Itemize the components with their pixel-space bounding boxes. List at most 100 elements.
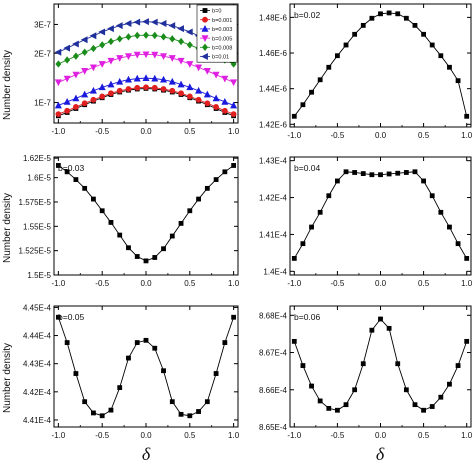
x-tick-label: 1.0	[228, 431, 240, 440]
data-point	[152, 345, 158, 351]
data-point	[54, 79, 62, 87]
data-point	[195, 64, 203, 72]
y-tick-label: 8.66E-4	[259, 386, 288, 395]
x-tick-label: 0.0	[140, 279, 152, 288]
data-point	[343, 169, 349, 175]
data-point	[63, 75, 71, 83]
legend-marker	[201, 25, 209, 32]
data-point	[124, 53, 132, 61]
legend: b=0 b=0.001 b=0.003 b=0.005 b=0.008 b=0.01	[196, 4, 238, 63]
data-point	[291, 338, 297, 344]
data-point	[169, 35, 176, 43]
legend-marker	[202, 43, 208, 51]
data-point	[309, 224, 314, 230]
panel-top-left: -1.0 -0.5 0.0 0.5 1.01E-72E-73E-7b=0b=0.001b…	[34, 3, 240, 136]
data-point	[421, 31, 426, 37]
data-point	[222, 340, 228, 345]
data-point	[81, 100, 88, 107]
y-tick-label: 1.42E-6	[259, 120, 288, 129]
data-point	[386, 10, 392, 16]
x-tick-label: 1.0	[228, 127, 240, 136]
data-point	[168, 22, 176, 30]
x-tick-label: -1.0	[51, 279, 65, 288]
data-point	[378, 316, 383, 322]
data-point	[300, 102, 306, 108]
series-line	[58, 165, 234, 262]
data-point	[143, 258, 149, 264]
data-point	[169, 87, 176, 94]
data-point	[177, 25, 184, 33]
y-tick-label: 1.525E-5	[19, 247, 52, 256]
data-point	[213, 104, 219, 110]
panel-middle-right: -1.0 -0.5 0.0 0.5 1.0 1.4E-4 1.41E-4 1.42E-4 1.4…	[259, 156, 473, 288]
data-point	[133, 51, 141, 59]
data-point	[125, 33, 132, 41]
data-point	[116, 55, 124, 62]
data-point	[186, 41, 193, 49]
legend-marker	[202, 8, 208, 13]
x-tick-label: 0.0	[140, 127, 152, 136]
data-point	[54, 48, 62, 56]
y-tick-label: 1E-7	[34, 99, 51, 108]
data-point	[99, 413, 105, 419]
data-point	[455, 363, 461, 368]
data-point	[73, 104, 79, 110]
plot-frame	[53, 156, 239, 276]
data-point	[369, 327, 375, 333]
x-tick-label: 1.0	[461, 131, 473, 140]
y-tick-label: 1.62E-5	[23, 154, 52, 163]
data-point	[143, 31, 149, 39]
data-point	[291, 256, 297, 261]
data-point	[64, 340, 70, 345]
data-point	[300, 241, 306, 247]
data-point	[438, 394, 444, 400]
data-point	[134, 84, 141, 91]
legend-label: b=0.008	[212, 46, 232, 52]
y-tick-label: 8.65E-4	[259, 423, 288, 432]
y-tick-label: 4.44E-4	[23, 332, 52, 341]
x-tick-label: 1.0	[228, 279, 240, 288]
data-point	[231, 163, 237, 168]
x-tick-label: 1.0	[461, 431, 473, 440]
legend-label: b=0.005	[212, 36, 232, 42]
data-point	[177, 80, 185, 88]
data-point	[160, 75, 168, 83]
panel-annotation: b=0.06	[294, 312, 321, 322]
legend-label: b=0	[212, 9, 222, 15]
x-tick-label: -0.5	[95, 431, 109, 440]
data-point	[116, 77, 124, 85]
data-point	[99, 208, 105, 214]
data-point	[429, 193, 435, 199]
data-point	[386, 325, 392, 331]
data-point	[187, 208, 193, 214]
data-point	[230, 79, 238, 87]
data-point	[213, 371, 219, 376]
data-point	[309, 383, 314, 389]
y-tick-label: 1.46E-6	[259, 49, 288, 58]
data-point	[438, 209, 444, 215]
y-tick-label: 2E-7	[34, 49, 51, 58]
x-tick-label: 0.5	[418, 279, 430, 288]
data-point	[412, 402, 418, 408]
data-point	[55, 111, 62, 118]
data-point	[107, 80, 115, 88]
data-point	[178, 37, 185, 46]
data-point	[395, 361, 401, 367]
data-point	[204, 100, 211, 107]
panel-annotation: b=0.03	[58, 163, 85, 173]
x-tick-label: 1.0	[461, 279, 473, 288]
data-point	[107, 25, 114, 33]
data-point	[151, 74, 159, 82]
x-tick-label: 0.5	[184, 431, 196, 440]
data-point	[64, 107, 71, 114]
data-point	[108, 90, 114, 97]
legend-marker	[201, 53, 208, 60]
data-point	[134, 340, 140, 345]
data-point	[168, 55, 176, 62]
data-point	[300, 363, 306, 368]
data-point	[326, 193, 332, 199]
y-tick-label: 4.42E-4	[23, 388, 52, 397]
data-point	[82, 399, 88, 405]
data-point	[55, 163, 61, 168]
data-point	[143, 84, 149, 91]
